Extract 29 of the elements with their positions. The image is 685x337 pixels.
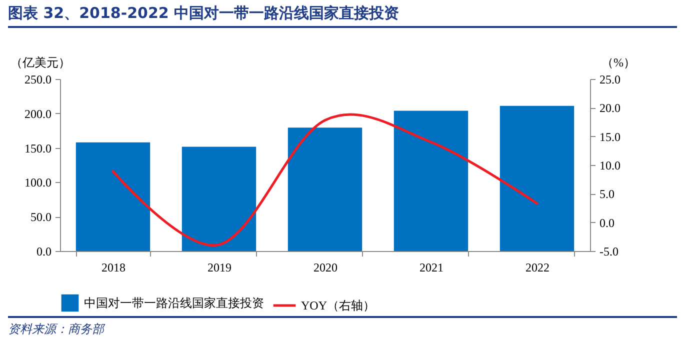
y-tick-label: 150.0	[24, 141, 52, 156]
text: 资料来源：商务部	[8, 316, 677, 337]
x-tick-label: 2022	[526, 260, 550, 274]
bar	[394, 110, 468, 251]
y2-tick-label: 5.0	[600, 187, 614, 202]
legend-label: 中国对一带一路沿线国家直接投资	[84, 296, 264, 310]
x-tick-label: 2018	[102, 260, 126, 274]
bar	[500, 106, 574, 251]
y2-tick-label: 20.0	[600, 101, 620, 116]
chart-title: 图表 32、2018-2022 中国对一带一路沿线国家直接投资	[8, 4, 677, 28]
y2-tick-label: -5.0	[600, 244, 618, 258]
y2-tick-label: 10.0	[600, 158, 620, 172]
bar	[76, 142, 150, 251]
y-tick-label: 250.0	[24, 72, 52, 86]
y2-axis-title: （%）	[602, 56, 636, 70]
bar	[182, 146, 256, 251]
y2-tick-label: 0.0	[600, 216, 614, 230]
y-tick-label: 200.0	[24, 106, 52, 121]
bar	[288, 128, 362, 251]
y-axis-title: （亿美元）	[10, 56, 70, 70]
x-tick-label: 2021	[420, 260, 444, 274]
y-tick-label: 0.0	[36, 244, 52, 258]
y-tick-label: 50.0	[30, 210, 52, 224]
y2-tick-label: 15.0	[600, 130, 620, 144]
x-tick-label: 2019	[208, 260, 232, 274]
legend-label: YOY（右轴）	[301, 298, 375, 312]
y-tick-label: 100.0	[24, 176, 52, 190]
x-tick-label: 2020	[314, 260, 338, 274]
y2-tick-label: 25.0	[600, 72, 620, 86]
